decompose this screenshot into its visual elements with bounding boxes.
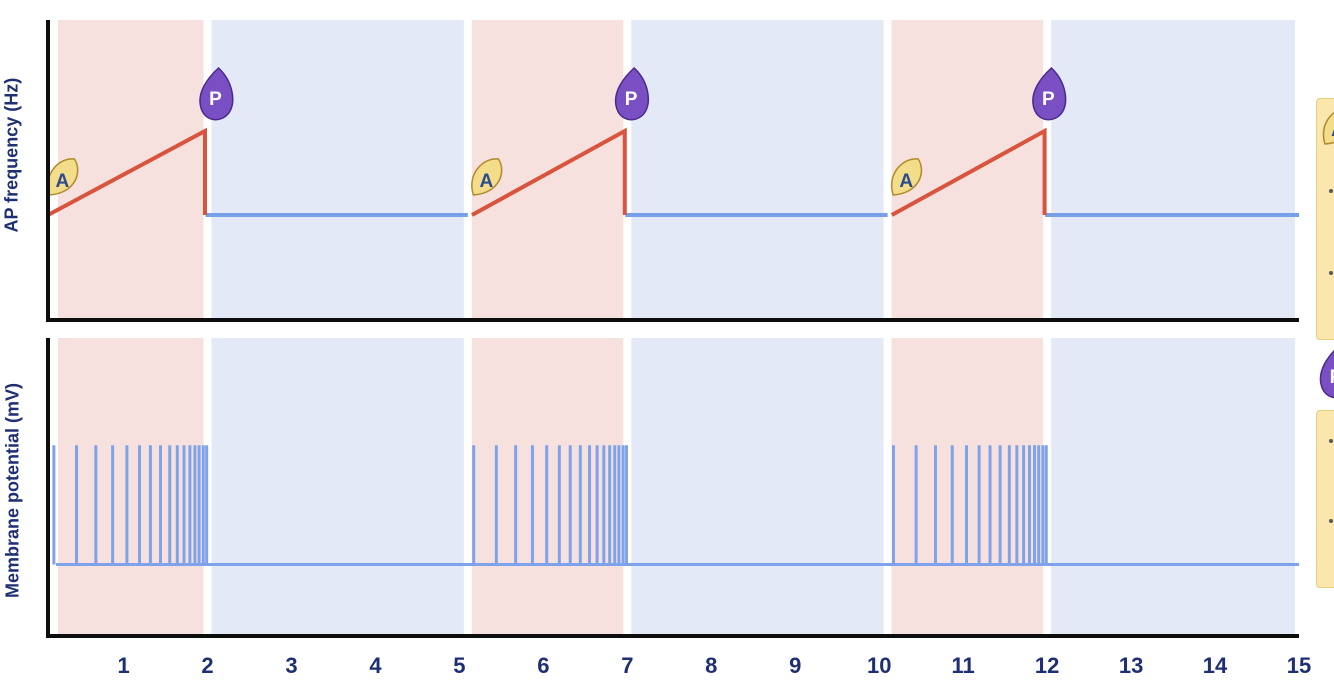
- phase-layer-bottom: [58, 338, 1295, 636]
- badge-a-shape: [471, 158, 503, 196]
- x-tick-label: 13: [1119, 653, 1143, 678]
- series-membrane-potential: [52, 445, 1299, 566]
- marker-p: P: [199, 66, 234, 121]
- x-tick-label: 2: [201, 653, 213, 678]
- x-tick-label: 1: [117, 653, 129, 678]
- x-tick-labels: 1 2 3 4 5 6 7 8 9 10 11 12 13 14 15: [117, 653, 1311, 678]
- phase-band-rest: [211, 20, 464, 320]
- frequency-ramp: [47, 127, 208, 217]
- badge-p-letter: P: [625, 89, 638, 110]
- badge-a-shape: [890, 158, 923, 196]
- axis-layer: [46, 20, 1299, 638]
- x-tick-label: 11: [952, 653, 975, 678]
- x-tick-label: 7: [621, 653, 633, 678]
- series-ap-frequency: [47, 127, 1299, 217]
- x-tick-label: 15: [1287, 653, 1311, 678]
- legend-card-p: [1316, 410, 1334, 588]
- badge-p-shape: [199, 66, 234, 121]
- phase-band-rest: [631, 338, 884, 636]
- phase-band-rest: [631, 20, 884, 320]
- legend-bullet: [1329, 189, 1333, 193]
- x-tick-label: 10: [867, 653, 891, 678]
- badge-a-letter: A: [899, 171, 913, 192]
- legend-bullet: [1329, 271, 1333, 275]
- legend-card-a: [1316, 98, 1334, 340]
- phase-band-rest: [1051, 20, 1295, 320]
- x-tick-label: 12: [1035, 653, 1059, 678]
- phase-band-rest: [211, 338, 464, 636]
- x-tick-label: 4: [369, 653, 382, 678]
- y-axis-label-bottom: Membrane potential (mV): [2, 382, 23, 599]
- marker-layer: A P A P A P: [47, 66, 1067, 196]
- phase-layer-top: [58, 20, 1295, 320]
- badge-p-shape: [614, 66, 649, 121]
- badge-p-letter: P: [1042, 89, 1055, 110]
- frequency-ramp: [471, 127, 627, 217]
- phase-band-active: [58, 338, 204, 636]
- marker-a: A: [471, 158, 503, 196]
- legend-bullet: [1329, 519, 1333, 523]
- x-tick-label: 9: [789, 653, 801, 678]
- x-tick-label: 3: [285, 653, 297, 678]
- legend-bullet: [1329, 439, 1333, 443]
- marker-p: P: [614, 66, 649, 121]
- marker-a: A: [47, 158, 79, 196]
- frequency-ramp: [890, 127, 1047, 217]
- x-tick-label: 5: [453, 653, 465, 678]
- x-tick-label: 8: [705, 653, 717, 678]
- x-tick-label: 6: [537, 653, 549, 678]
- y-axis-label-top: AP frequency (Hz): [1, 77, 22, 233]
- phase-band-rest: [1051, 338, 1295, 636]
- marker-a: A: [890, 158, 923, 196]
- badge-p-shape: [1032, 66, 1067, 121]
- badge-p-letter: P: [209, 89, 222, 110]
- marker-p: P: [1032, 66, 1067, 121]
- x-tick-label: 14: [1203, 653, 1228, 678]
- badge-a-letter: A: [56, 171, 70, 192]
- badge-a-letter: A: [480, 171, 494, 192]
